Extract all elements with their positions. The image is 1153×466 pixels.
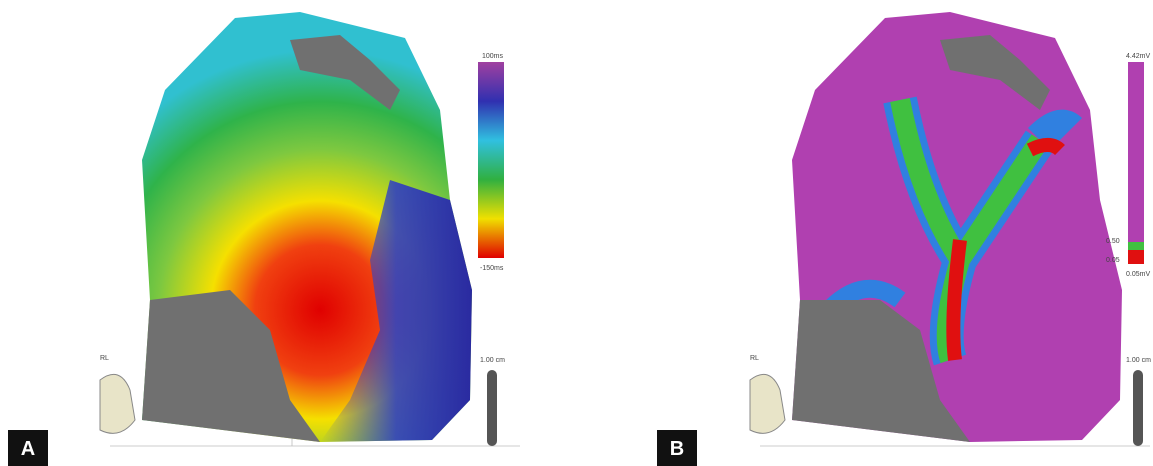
torso-icon (749, 373, 786, 434)
panel-label-box (657, 430, 697, 466)
scar-region (290, 35, 400, 110)
scale-top: 4.42mV (1126, 53, 1150, 60)
panel-label: B (670, 438, 684, 460)
scale-bottom: 0.05mV (1126, 271, 1150, 278)
color-bar (1128, 250, 1144, 264)
scale-top: 100ms (482, 53, 504, 60)
scale-mid-bottom: 0.05 (1106, 257, 1120, 264)
scar-region (142, 290, 320, 442)
scale-bottom: -150ms (480, 265, 504, 272)
panel-label-box (8, 430, 48, 466)
scar-region (792, 300, 970, 442)
ruler-label: 1.00 cm (480, 357, 505, 364)
panel-b: 4.42mV 0.50 0.05 0.05mV 1.00 cm RL B (657, 12, 1151, 466)
ruler (487, 370, 497, 446)
late-region (320, 180, 472, 442)
panel-label: A (21, 438, 35, 460)
panel-a: 100ms -150ms 1.00 cm RL A (8, 12, 520, 466)
scale-mid-top: 0.50 (1106, 238, 1120, 245)
color-bar (1128, 242, 1144, 250)
ruler-label: 1.00 cm (1126, 357, 1151, 364)
ruler (1133, 370, 1143, 446)
scar-band (946, 138, 1065, 361)
orientation: RL (750, 355, 759, 362)
orientation: RL (100, 355, 109, 362)
color-bar (478, 62, 504, 258)
torso-icon (99, 373, 136, 434)
scar-region (940, 35, 1050, 110)
color-bar (1128, 62, 1144, 242)
